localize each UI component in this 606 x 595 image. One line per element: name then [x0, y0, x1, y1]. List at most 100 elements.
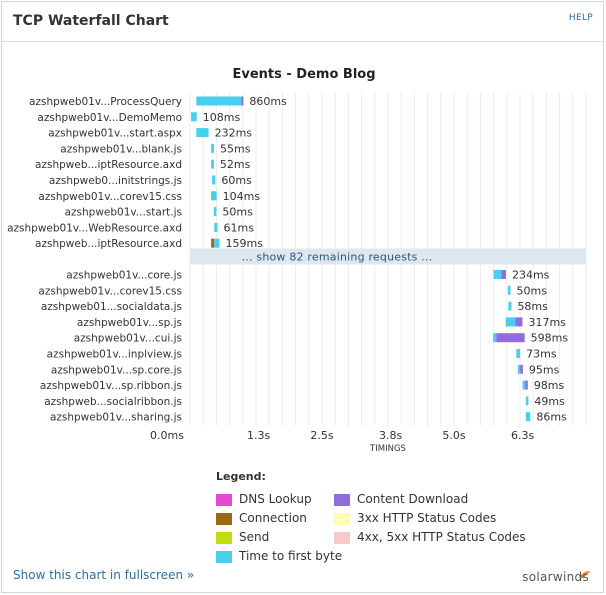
- request-row[interactable]: azshpweb01v...DemoMemo 108ms: [37, 111, 240, 124]
- bar-segment-ttfb[interactable]: [196, 96, 242, 106]
- bar-segment-ttfb[interactable]: [191, 112, 197, 122]
- duration-label: 98ms: [534, 379, 565, 392]
- show-remaining-requests-link[interactable]: ... show 82 remaining requests ...: [242, 251, 433, 264]
- bar-segment-download[interactable]: [241, 96, 244, 106]
- bar-segment-ttfb[interactable]: [211, 191, 217, 201]
- bar-segment-ttfb[interactable]: [505, 317, 516, 327]
- request-row[interactable]: azshpweb01v...corev15.css 50ms: [38, 284, 547, 297]
- bar-segment-ttfb[interactable]: [516, 349, 521, 358]
- bar-segment-ttfb[interactable]: [508, 301, 512, 311]
- x-tick-label: 5.0s: [442, 429, 465, 442]
- request-row[interactable]: azshpweb01v...sp.core.js 95ms: [51, 363, 560, 376]
- x-axis-title: TIMINGS: [369, 444, 406, 454]
- duration-label: 52ms: [220, 158, 251, 171]
- request-row[interactable]: azshpweb01v...inplview.js 73ms: [47, 348, 557, 361]
- request-row[interactable]: azshpweb01...socialdata.js 58ms: [41, 300, 548, 313]
- legend-label: Time to first byte: [239, 549, 343, 563]
- request-row[interactable]: azshpweb01v...ProcessQuery 860ms: [29, 95, 287, 108]
- duration-label: 55ms: [220, 142, 251, 155]
- request-label: azshpweb01v...corev15.css: [38, 285, 182, 297]
- bar-segment-ttfb[interactable]: [213, 207, 217, 217]
- bar-segment-ttfb[interactable]: [522, 380, 526, 390]
- bar-segment-download[interactable]: [520, 364, 523, 374]
- request-row[interactable]: azshpweb...socialribbon.js 49ms: [44, 395, 565, 408]
- legend-label: Content Download: [357, 492, 469, 506]
- request-label: azshpweb0...initstrings.js: [49, 175, 182, 187]
- duration-label: 159ms: [226, 237, 264, 250]
- legend-swatch: [334, 532, 350, 544]
- request-row[interactable]: azshpweb01v...corev15.css 104ms: [38, 190, 260, 203]
- bar-segment-download[interactable]: [525, 380, 528, 390]
- request-row[interactable]: azshpweb01v...sp.js 317ms: [77, 316, 566, 329]
- legend-swatch: [216, 513, 232, 525]
- legend-label: DNS Lookup: [239, 492, 312, 506]
- request-label: azshpweb01v...start.js: [65, 207, 182, 219]
- legend-label: Connection: [239, 511, 307, 525]
- bar-segment-ttfb[interactable]: [507, 285, 511, 295]
- legend-label: Send: [239, 530, 270, 544]
- duration-label: 108ms: [203, 111, 241, 124]
- request-label: azshpweb...iptResource.axd: [35, 238, 182, 250]
- request-row[interactable]: azshpweb01v...start.aspx 232ms: [48, 127, 252, 140]
- bar-segment-connection[interactable]: [211, 238, 215, 248]
- request-row[interactable]: azshpweb01v...sp.ribbon.js 98ms: [40, 379, 565, 392]
- legend-swatch: [334, 494, 350, 506]
- bar-segment-ttfb[interactable]: [214, 222, 218, 232]
- duration-label: 234ms: [512, 269, 550, 282]
- x-axis: 0.0ms 1.3s 2.5s 3.8s 5.0s 6.3s: [150, 429, 534, 442]
- legend-swatch: [216, 551, 232, 563]
- request-label: azshpweb...socialribbon.js: [44, 396, 182, 408]
- bar-segment-download[interactable]: [515, 317, 523, 327]
- bar-segment-ttfb[interactable]: [525, 396, 529, 406]
- chart-title: Events - Demo Blog: [232, 67, 375, 82]
- x-tick-label: 6.3s: [511, 429, 534, 442]
- help-link[interactable]: HELP: [568, 13, 593, 23]
- request-row[interactable]: azshpweb01v...sharing.js 86ms: [50, 411, 567, 424]
- request-rows: azshpweb01v...ProcessQuery 860ms azshpweb0…: [7, 95, 568, 424]
- bar-segment-download[interactable]: [496, 333, 525, 343]
- bar-segment-ttfb[interactable]: [212, 175, 216, 185]
- request-label: azshpweb...iptResource.axd: [35, 159, 182, 171]
- panel-title: TCP Waterfall Chart: [13, 13, 169, 29]
- request-label: azshpweb01v...sp.core.js: [51, 364, 182, 376]
- request-label: azshpweb01v...sp.ribbon.js: [40, 380, 182, 392]
- duration-label: 60ms: [221, 174, 252, 187]
- request-row[interactable]: azshpweb01v...core.js 234ms: [66, 269, 549, 282]
- bar-segment-ttfb[interactable]: [493, 270, 502, 279]
- fullscreen-link[interactable]: Show this chart in fullscreen »: [13, 568, 195, 582]
- bar-segment-ttfb[interactable]: [211, 159, 214, 169]
- bar-segment-ttfb[interactable]: [517, 364, 521, 374]
- request-label: azshpweb01v...inplview.js: [47, 349, 182, 361]
- request-row[interactable]: azshpweb01v...WebResource.axd 61ms: [7, 221, 254, 234]
- bar-segment-ttfb[interactable]: [525, 412, 531, 422]
- bar-segment-ttfb[interactable]: [214, 238, 220, 248]
- collapsed-band: [190, 248, 586, 265]
- duration-label: 317ms: [528, 316, 566, 329]
- request-row[interactable]: azshpweb01v...blank.js 55ms: [60, 142, 250, 155]
- waterfall-chart: Events - Demo Blog ... show 82 remaining…: [7, 67, 587, 454]
- solarwinds-logo-mark-icon: [579, 563, 591, 578]
- request-label: azshpweb01v...corev15.css: [38, 191, 182, 203]
- request-row[interactable]: azshpweb01v...cui.js 598ms: [74, 332, 569, 345]
- request-row[interactable]: azshpweb...iptResource.axd 52ms: [35, 158, 251, 171]
- solarwinds-logo: solarwinds: [522, 570, 589, 584]
- request-label: azshpweb01v...start.aspx: [48, 128, 182, 140]
- request-row[interactable]: azshpweb01v...start.js 50ms: [65, 206, 254, 219]
- request-row[interactable]: azshpweb...iptResource.axd 159ms: [35, 237, 263, 250]
- request-label: azshpweb01v...DemoMemo: [37, 112, 182, 124]
- x-tick-label: 3.8s: [379, 429, 402, 442]
- request-label: azshpweb01v...blank.js: [60, 143, 182, 155]
- bar-segment-ttfb[interactable]: [196, 128, 209, 138]
- request-label: azshpweb01v...cui.js: [74, 333, 182, 345]
- duration-label: 73ms: [526, 348, 557, 361]
- collapsed-requests-row[interactable]: ... show 82 remaining requests ...: [190, 248, 586, 265]
- bar-segment-download[interactable]: [501, 270, 506, 279]
- request-row[interactable]: azshpweb0...initstrings.js 60ms: [49, 174, 252, 187]
- duration-label: 61ms: [224, 221, 255, 234]
- bar-segment-ttfb[interactable]: [493, 333, 497, 343]
- bar-segment-ttfb[interactable]: [211, 143, 215, 153]
- panel-header: TCP Waterfall Chart HELP: [2, 2, 603, 42]
- duration-label: 104ms: [223, 190, 261, 203]
- request-label: azshpweb01...socialdata.js: [41, 301, 182, 313]
